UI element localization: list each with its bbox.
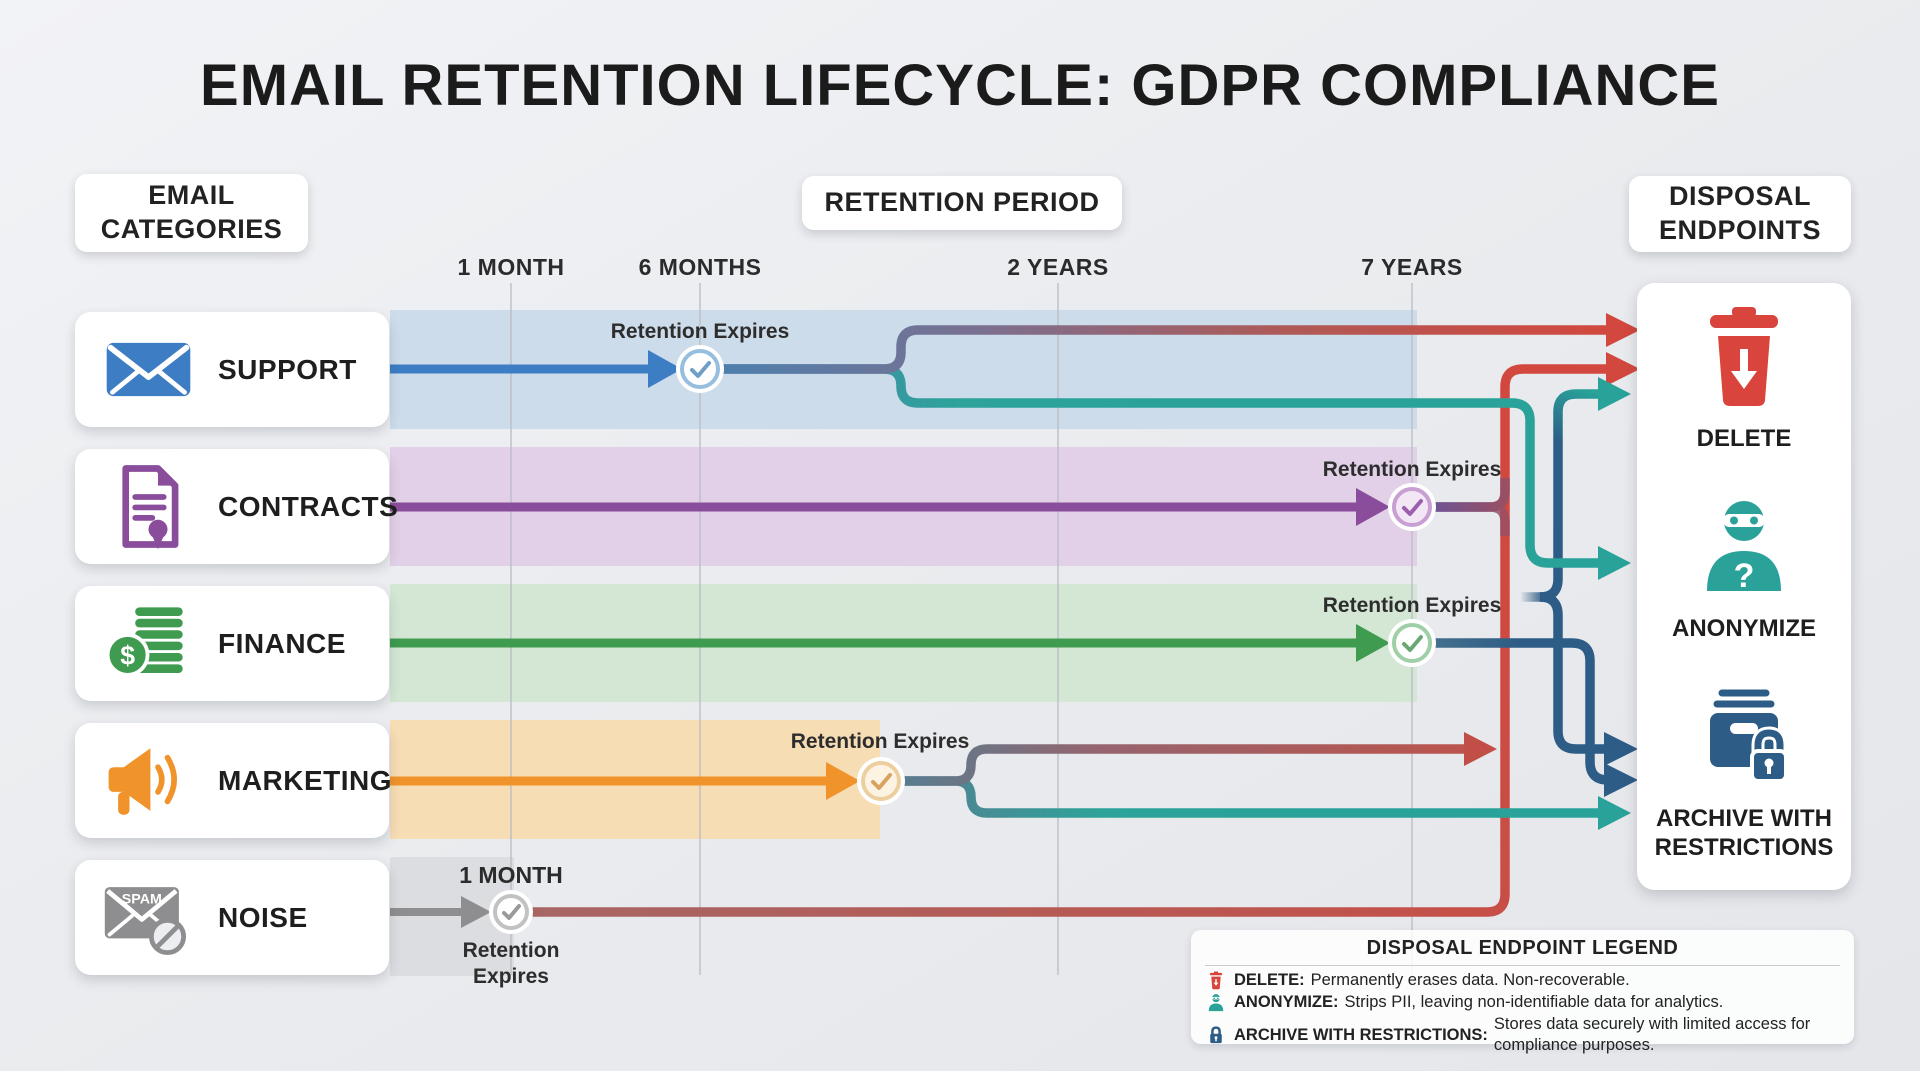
disposal-endpoint-legend: DISPOSAL ENDPOINT LEGEND DELETE: Permane…: [1191, 930, 1854, 1054]
gridline-6-months: [699, 283, 701, 975]
timeline-label-6-months: 6 MONTHS: [638, 254, 762, 280]
expires-label-finance: Retention Expires: [1322, 594, 1502, 617]
page-title: EMAIL RETENTION LIFECYCLE: GDPR COMPLIAN…: [200, 53, 1720, 118]
archive-arrowhead-1: [1604, 732, 1638, 766]
flow-support-to-delete: [721, 325, 1608, 374]
finance-arrow: [390, 624, 1390, 662]
anonymous-icon: [1208, 993, 1224, 1011]
timeline-label-1-month: 1 MONTH: [457, 254, 565, 280]
category-card-finance: $ FINANCE: [75, 586, 389, 701]
legend-item-anonymize: ANONYMIZE: Strips PII, leaving non-ident…: [1207, 992, 1854, 1013]
expires-label-support: Retention Expires: [610, 320, 790, 343]
legend-description: Permanently erases data. Non-recoverable…: [1310, 971, 1630, 989]
legend-description: Strips PII, leaving non-identifiable dat…: [1344, 993, 1724, 1011]
endpoint-label-archive: ARCHIVE WITH RESTRICTIONS: [1654, 805, 1834, 861]
coins-dollar-icon: $: [101, 596, 196, 691]
legend-item-archive: ARCHIVE WITH RESTRICTIONS: Stores data s…: [1207, 1014, 1854, 1056]
trash-icon: [1209, 970, 1223, 989]
legend-divider: [1205, 965, 1840, 966]
delete-arrowhead-3: [1598, 377, 1631, 411]
checkpoint-contracts: [1388, 483, 1436, 531]
flow-split-down-to-archive: [1539, 592, 1606, 754]
flow-contracts-junction-down: [1433, 502, 1510, 536]
legend-description: Stores data securely with limited access…: [1493, 1015, 1811, 1054]
category-label: SUPPORT: [218, 353, 357, 385]
delete-arrowhead-1: [1606, 313, 1640, 347]
archive-lock-icon: [1694, 681, 1794, 796]
checkpoint-noise: [489, 890, 533, 934]
category-card-support: SUPPORT: [75, 312, 389, 427]
noise-arrow: [390, 896, 491, 928]
category-card-noise: SPAM NOISE: [75, 860, 389, 975]
category-label: FINANCE: [218, 627, 346, 659]
marketing-arrow: [390, 762, 860, 800]
header-disposal-endpoints: DISPOSAL ENDPOINTS: [1629, 176, 1851, 252]
svg-text:$: $: [120, 640, 135, 670]
legend-label: DELETE:: [1234, 971, 1305, 989]
svg-text:SPAM: SPAM: [122, 891, 162, 907]
anonymous-icon: ?: [1694, 495, 1794, 610]
support-arrow: [390, 350, 682, 388]
expires-label-noise: Retention Expires: [462, 939, 560, 989]
header-retention-period: RETENTION PERIOD: [802, 176, 1122, 230]
envelope-icon: [101, 322, 196, 417]
legend-label: ARCHIVE WITH RESTRICTIONS:: [1234, 1025, 1488, 1044]
checkpoint-finance: [1388, 619, 1436, 667]
endpoint-label-delete: DELETE: [1696, 425, 1792, 452]
delete-arrowhead-2: [1606, 352, 1640, 386]
trash-icon: [1694, 305, 1794, 420]
legend-title: DISPOSAL ENDPOINT LEGEND: [1366, 937, 1679, 959]
contract-seal-icon: [101, 459, 196, 554]
checkpoint-support: [676, 345, 724, 393]
category-label: MARKETING: [218, 764, 393, 796]
endpoint-label-anonymize: ANONYMIZE: [1672, 615, 1816, 642]
category-label: NOISE: [218, 901, 308, 933]
anonymize-arrowhead: [1598, 546, 1631, 580]
legend-item-delete: DELETE: Permanently erases data. Non-rec…: [1207, 970, 1854, 991]
gridline-2-years: [1057, 283, 1059, 975]
disposal-endpoints-panel: DELETE ? ANONYMIZE: [1637, 283, 1851, 890]
timeline-label-2-years: 2 YEARS: [1007, 254, 1109, 280]
expires-label-contracts: Retention Expires: [1322, 458, 1502, 481]
padlock-icon: [1210, 1026, 1222, 1044]
gridline-1-month: [510, 283, 512, 975]
expires-label-marketing: Retention Expires: [790, 730, 970, 753]
archive-arrowhead-3: [1598, 796, 1631, 830]
flow-marketing-to-delete-bus: [902, 744, 1464, 786]
category-card-contracts: CONTRACTS: [75, 449, 398, 564]
checkpoint-marketing: [857, 757, 905, 805]
flow-support-to-anonymize: [721, 364, 1600, 568]
spam-blocked-icon: SPAM: [101, 870, 196, 965]
noise-month-label: 1 MONTH: [459, 862, 563, 888]
category-card-marketing: MARKETING: [75, 723, 393, 838]
contracts-arrow: [390, 488, 1390, 526]
marketing-merge-arrowhead: [1464, 732, 1497, 766]
timeline-label-7-years: 7 YEARS: [1361, 254, 1463, 280]
archive-arrowhead-2: [1604, 763, 1638, 797]
flow-finance-to-archive: [1433, 638, 1609, 785]
flow-marketing-to-archive: [902, 776, 1600, 818]
header-email-categories: EMAIL CATEGORIES: [75, 174, 308, 252]
category-label: CONTRACTS: [218, 490, 399, 522]
megaphone-icon: [101, 733, 196, 828]
svg-text:?: ?: [1734, 557, 1755, 595]
legend-label: ANONYMIZE:: [1234, 993, 1339, 1011]
